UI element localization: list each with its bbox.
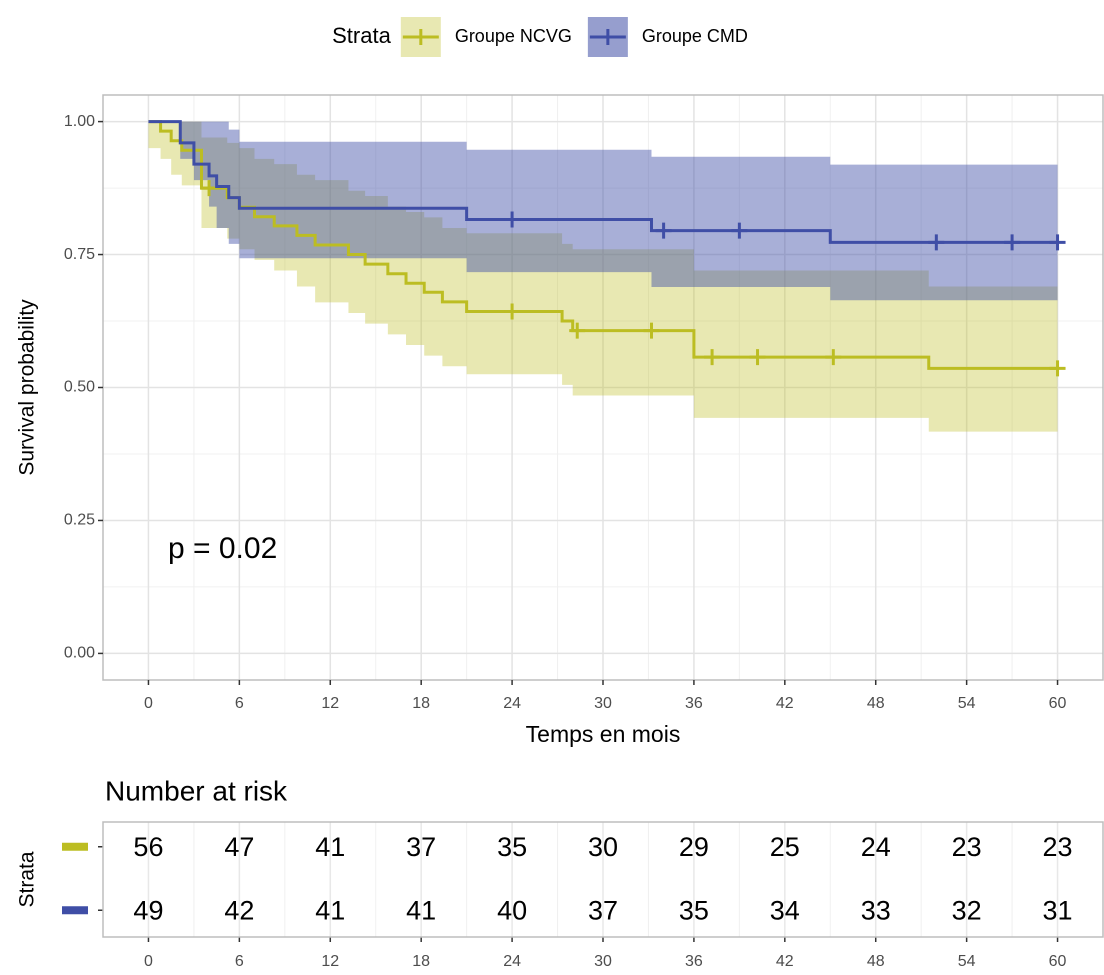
x-tick-label: 0 [144, 953, 153, 970]
risk-count: 40 [497, 895, 527, 925]
censor-mark [749, 349, 766, 366]
survival-curve [148, 120, 1058, 244]
risk-count: 56 [133, 832, 163, 862]
x-tick-label: 18 [412, 953, 430, 970]
censor-mark [201, 180, 218, 197]
risk-count: 34 [770, 895, 800, 925]
risk-table-title: Number at risk [105, 775, 288, 806]
risk-count: 41 [315, 895, 345, 925]
x-tick-label: 48 [867, 695, 885, 712]
risk-count: 25 [770, 832, 800, 862]
confidence-band [148, 121, 1058, 432]
x-tick-label: 54 [958, 953, 976, 970]
x-tick-label: 6 [235, 953, 244, 970]
risk-count: 42 [224, 895, 254, 925]
x-tick-label: 30 [594, 695, 612, 712]
strata-swatch [62, 842, 88, 851]
x-tick-label: 0 [144, 695, 153, 712]
legend-label: Groupe NCVG [455, 26, 572, 46]
x-tick-label: 60 [1049, 953, 1067, 970]
x-tick-label: 12 [321, 953, 339, 970]
y-tick-label: 0.25 [64, 512, 95, 529]
censor-mark [655, 222, 672, 239]
risk-count: 37 [406, 832, 436, 862]
y-tick-label: 0.75 [64, 246, 95, 263]
x-tick-label: 12 [321, 695, 339, 712]
risk-count: 37 [588, 895, 618, 925]
censor-mark [928, 234, 945, 251]
y-axis-title: Strata [16, 851, 39, 907]
x-tick-label: 36 [685, 695, 703, 712]
x-tick-label: 54 [958, 695, 976, 712]
censor-mark [643, 322, 660, 339]
risk-count: 29 [679, 832, 709, 862]
risk-count: 41 [315, 832, 345, 862]
x-tick-label: 36 [685, 953, 703, 970]
risk-count: 32 [952, 895, 982, 925]
legend-title: Strata [332, 23, 391, 48]
legend-key-line [402, 29, 439, 45]
p-value: p = 0.02 [168, 532, 277, 565]
censor-mark [569, 322, 586, 339]
risk-count: 33 [861, 895, 891, 925]
risk-count: 24 [861, 832, 891, 862]
x-tick-label: 6 [235, 695, 244, 712]
risk-count: 41 [406, 895, 436, 925]
y-tick-label: 0.00 [64, 645, 95, 662]
confidence-band [148, 121, 1058, 301]
legend-label: Groupe CMD [642, 26, 748, 46]
legend-key-line [589, 29, 626, 45]
x-tick-label: 24 [503, 695, 521, 712]
censor-mark [731, 222, 748, 239]
risk-table-border [102, 821, 1104, 938]
survival-curve [148, 120, 1058, 370]
censor-mark [1049, 234, 1066, 251]
y-axis-title: Survival probability [16, 299, 39, 476]
risk-count: 47 [224, 832, 254, 862]
x-tick-label: 60 [1049, 695, 1067, 712]
risk-count: 30 [588, 832, 618, 862]
censor-mark [1004, 234, 1021, 251]
risk-count: 31 [1043, 895, 1073, 925]
x-tick-label: 30 [594, 953, 612, 970]
censor-mark [1049, 360, 1066, 377]
strata-swatch [62, 906, 88, 915]
y-tick-label: 0.50 [64, 379, 95, 396]
risk-count: 23 [1043, 832, 1073, 862]
censor-mark [504, 303, 521, 320]
censor-mark [825, 349, 842, 366]
x-tick-label: 18 [412, 695, 430, 712]
risk-count: 23 [952, 832, 982, 862]
x-tick-label: 24 [503, 953, 521, 970]
x-axis-title: Temps en mois [526, 721, 681, 747]
risk-count: 49 [133, 895, 163, 925]
y-tick-label: 1.00 [64, 113, 95, 130]
risk-count: 35 [497, 832, 527, 862]
x-tick-label: 48 [867, 953, 885, 970]
censor-mark [704, 349, 721, 366]
risk-count: 35 [679, 895, 709, 925]
legend: Strata Groupe NCVG Groupe CMD [332, 17, 748, 57]
x-tick-label: 42 [776, 953, 794, 970]
censor-mark [504, 211, 521, 228]
x-tick-label: 42 [776, 695, 794, 712]
